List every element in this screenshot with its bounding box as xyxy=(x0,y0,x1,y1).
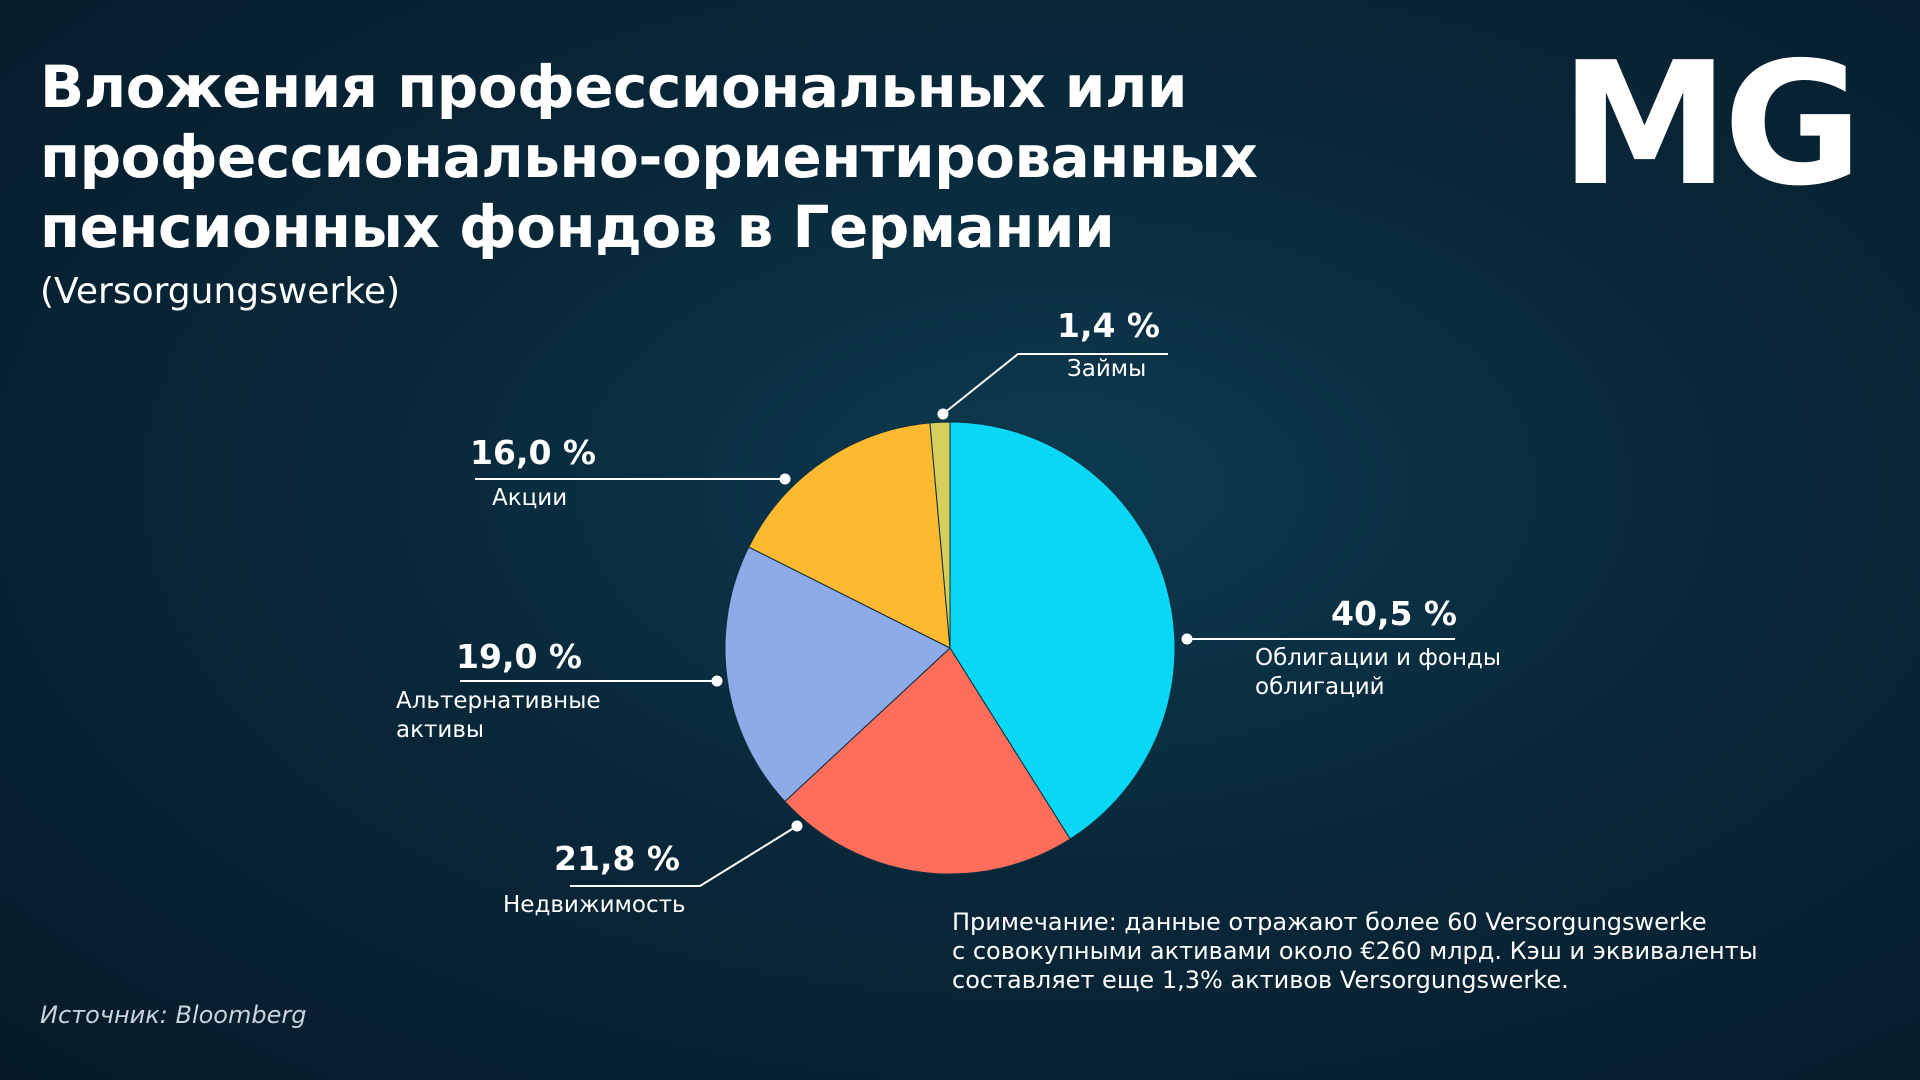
chart-title: Вложения профессиональных или профессион… xyxy=(40,52,1520,262)
source-text: Источник: Bloomberg xyxy=(40,1001,307,1029)
leader-dot xyxy=(791,820,803,832)
title-line: профессионально-ориентированных xyxy=(40,123,1258,191)
data-label-value: 21,8 % xyxy=(554,839,680,878)
leader-line xyxy=(570,825,798,887)
data-label-category: Облигации и фонды xyxy=(1255,645,1501,671)
title-line: пенсионных фондов в Германии xyxy=(40,193,1115,261)
note-line: с совокупными активами около €260 млрд. … xyxy=(952,937,1758,965)
pie-slice xyxy=(784,647,1071,875)
leader-dot xyxy=(779,473,791,485)
data-label-category: облигаций xyxy=(1255,674,1385,700)
title-line: Вложения профессиональных или xyxy=(40,53,1188,121)
pie-slice xyxy=(748,422,951,649)
leader-line xyxy=(942,353,1168,415)
data-label-category: Альтернативные xyxy=(396,688,601,714)
chart-note: Примечание: данные отражают более 60 Ver… xyxy=(952,908,1892,995)
pie-slice xyxy=(929,421,951,649)
pie-slice xyxy=(949,421,1176,840)
data-label-category: Недвижимость xyxy=(503,892,686,918)
data-label-value: 19,0 % xyxy=(456,637,582,676)
chart-subtitle: (Versorgungswerke) xyxy=(40,271,401,312)
data-label-category: Акции xyxy=(492,485,567,511)
note-line: составляет еще 1,3% активов Versorgungsw… xyxy=(952,966,1569,994)
leader-dot xyxy=(937,408,949,420)
leader-dot xyxy=(1181,633,1193,645)
data-label-category: активы xyxy=(396,717,484,743)
data-label-category: Займы xyxy=(1067,356,1146,382)
leader-dot xyxy=(711,675,723,687)
mg-logo: MG xyxy=(1560,26,1863,224)
note-line: Примечание: данные отражают более 60 Ver… xyxy=(952,908,1707,936)
data-label-value: 40,5 % xyxy=(1331,594,1457,633)
data-label-value: 16,0 % xyxy=(470,433,596,472)
data-label-value: 1,4 % xyxy=(1057,306,1160,345)
pie-slice xyxy=(724,546,951,803)
